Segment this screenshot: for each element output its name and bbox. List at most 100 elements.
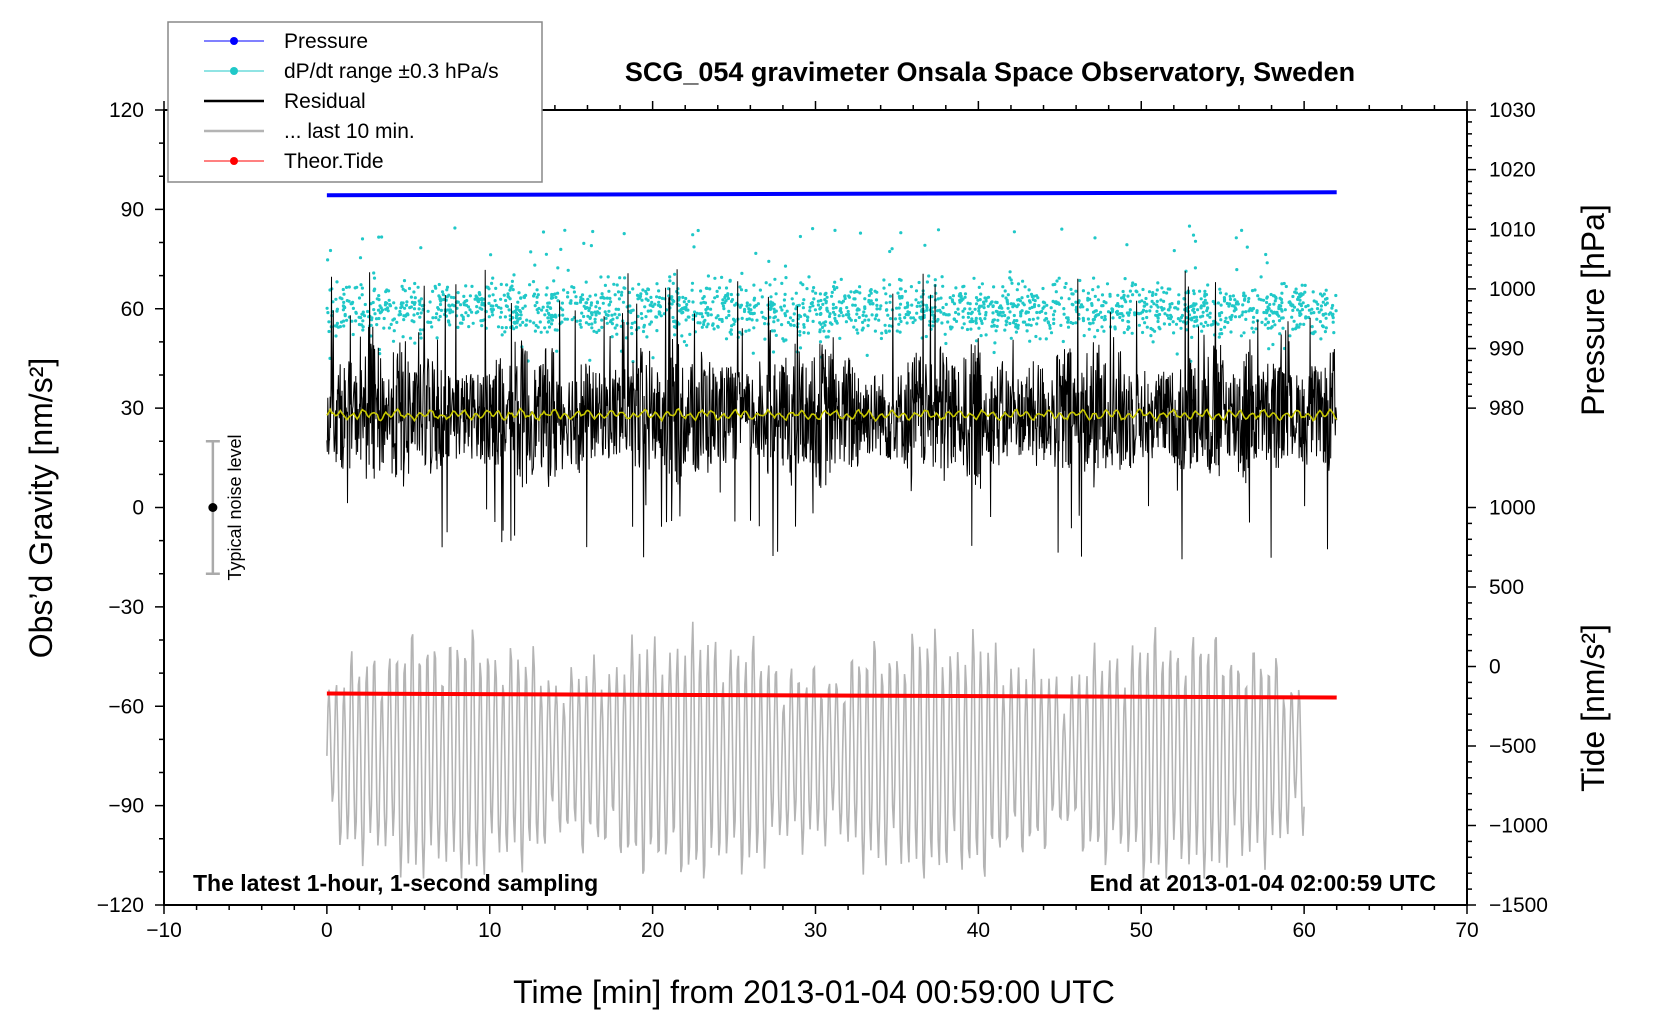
dpdt-point [418, 302, 422, 306]
dpdt-point [359, 283, 363, 287]
dpdt-point [1114, 304, 1119, 308]
dpdt-point [1240, 313, 1244, 317]
dpdt-point [412, 313, 416, 317]
dpdt-point [839, 277, 843, 281]
dpdt-point [649, 295, 653, 299]
dpdt-point [980, 321, 984, 325]
dpdt-point [600, 325, 604, 329]
dpdt-point [605, 296, 609, 300]
dpdt-point [890, 247, 894, 251]
dpdt-point [1026, 294, 1030, 298]
dpdt-point [476, 297, 480, 301]
dpdt-point [930, 313, 934, 317]
dpdt-point [507, 308, 511, 312]
dpdt-point [1045, 303, 1049, 307]
dpdt-point [867, 318, 871, 322]
dpdt-point [916, 301, 921, 305]
dpdt-point [510, 279, 514, 283]
dpdt-point [418, 315, 422, 319]
dpdt-point [903, 316, 907, 320]
dpdt-point [820, 325, 825, 329]
dpdt-point [1023, 320, 1027, 324]
dpdt-point [898, 316, 902, 321]
dpdt-point [900, 294, 904, 299]
dpdt-point [798, 333, 802, 337]
dpdt-point [508, 297, 512, 301]
dpdt-point [480, 324, 484, 328]
dpdt-point [431, 316, 435, 320]
dpdt-point [540, 308, 544, 312]
dpdt-point [1008, 310, 1012, 314]
dpdt-point [893, 317, 898, 321]
dpdt-point [1315, 317, 1319, 321]
dpdt-point [535, 295, 539, 299]
dpdt-point [1247, 296, 1251, 301]
dpdt-point [345, 318, 349, 322]
dpdt-point [1074, 289, 1078, 293]
dpdt-point [622, 232, 626, 236]
dpdt-point [853, 303, 857, 307]
dpdt-point [426, 309, 430, 313]
dpdt-point [805, 318, 810, 323]
dpdt-point [541, 305, 545, 309]
dpdt-point [1274, 296, 1278, 300]
dpdt-point [1144, 309, 1148, 313]
dpdt-point [1253, 288, 1257, 292]
dpdt-point [649, 309, 653, 313]
dpdt-point [655, 282, 659, 286]
dpdt-point [550, 318, 555, 322]
dpdt-point [504, 304, 508, 308]
dpdt-point [993, 341, 997, 345]
dpdt-point [1302, 322, 1306, 326]
dpdt-point [1006, 293, 1010, 297]
dpdt-point [962, 322, 966, 326]
dpdt-point [943, 332, 947, 336]
dpdt-point [878, 307, 882, 311]
dpdt-point [1082, 334, 1086, 338]
dpdt-point [1272, 311, 1276, 315]
dpdt-point [858, 231, 863, 235]
x-tick-label: 50 [1130, 919, 1153, 942]
dpdt-point [744, 329, 748, 333]
dpdt-point [1127, 313, 1131, 317]
dpdt-point [623, 276, 627, 280]
dpdt-point [1321, 312, 1325, 317]
dpdt-point [503, 330, 507, 334]
dpdt-point [695, 311, 699, 315]
dpdt-point [838, 336, 842, 340]
dpdt-point [1021, 301, 1025, 305]
dpdt-point [462, 294, 466, 298]
dpdt-point [580, 311, 584, 315]
legend: Pressure dP/dt range ±0.3 hPa/s Residual..… [167, 21, 543, 183]
dpdt-point [578, 322, 582, 326]
dpdt-point [456, 291, 460, 295]
dpdt-point [1332, 331, 1336, 335]
dpdt-point [603, 310, 607, 314]
dpdt-point [1081, 289, 1085, 293]
dpdt-point [489, 304, 493, 308]
dpdt-point [1219, 327, 1223, 332]
dpdt-point [924, 303, 929, 307]
dpdt-point [1264, 317, 1268, 321]
dpdt-point [528, 283, 532, 287]
dpdt-point [740, 271, 744, 275]
dpdt-point [1223, 319, 1227, 324]
dpdt-point [447, 303, 451, 307]
dpdt-point [782, 339, 786, 343]
dpdt-point [1199, 297, 1203, 301]
dpdt-point [747, 317, 752, 321]
dpdt-point [556, 291, 560, 295]
dpdt-point [767, 259, 771, 263]
dpdt-point [805, 287, 809, 291]
dpdt-point [391, 318, 395, 322]
dpdt-point [1262, 310, 1266, 315]
dpdt-point [588, 306, 592, 310]
dpdt-point [1114, 310, 1119, 314]
dpdt-point [499, 310, 503, 314]
dpdt-point [1280, 282, 1284, 286]
dpdt-point [744, 288, 748, 293]
dpdt-point [1155, 288, 1159, 292]
dpdt-point [1266, 326, 1270, 330]
dpdt-point [613, 312, 617, 316]
dpdt-point [1048, 326, 1052, 330]
